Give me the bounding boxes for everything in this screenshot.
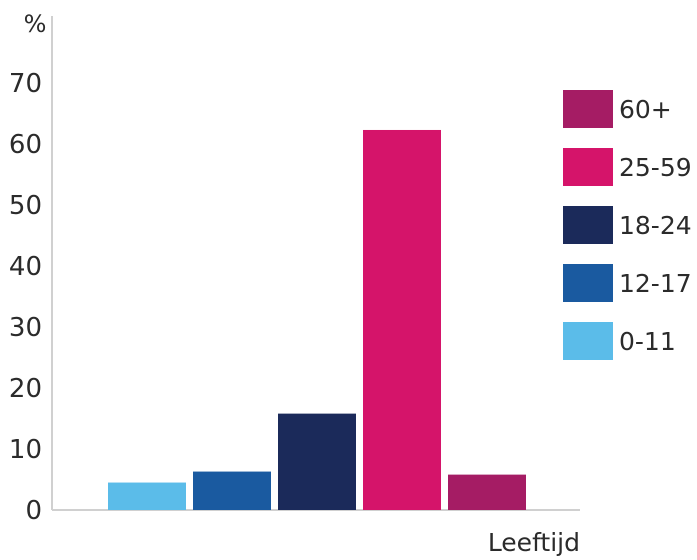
y-tick-label: 20 bbox=[9, 374, 42, 404]
y-tick-label: 50 bbox=[9, 191, 42, 221]
legend-label-0-11: 0-11 bbox=[619, 327, 676, 356]
bars bbox=[108, 129, 526, 510]
x-axis-label: Leeftijd bbox=[488, 528, 580, 557]
legend-swatch-12-17 bbox=[563, 264, 613, 302]
y-tick-label: 30 bbox=[9, 313, 42, 343]
y-axis-unit-label: % bbox=[24, 10, 47, 38]
y-tick-label: 70 bbox=[9, 69, 42, 99]
legend-swatch-25-59 bbox=[563, 148, 613, 186]
y-axis-ticks: 0 10 20 30 40 50 60 70 bbox=[9, 69, 42, 526]
legend-swatch-60+ bbox=[563, 90, 613, 128]
bar-0-11 bbox=[108, 482, 186, 510]
legend-label-60+: 60+ bbox=[619, 95, 672, 124]
legend: 60+ 25-59 18-24 12-17 0-11 bbox=[563, 90, 692, 360]
legend-swatch-18-24 bbox=[563, 206, 613, 244]
legend-label-18-24: 18-24 bbox=[619, 211, 692, 240]
legend-swatch-0-11 bbox=[563, 322, 613, 360]
bar-18-24 bbox=[278, 413, 356, 510]
bar-60+ bbox=[448, 474, 526, 510]
bar-25-59 bbox=[363, 129, 441, 510]
y-tick-label: 0 bbox=[25, 496, 42, 526]
y-tick-label: 60 bbox=[9, 130, 42, 160]
y-tick-label: 10 bbox=[9, 435, 42, 465]
legend-label-25-59: 25-59 bbox=[619, 153, 692, 182]
y-tick-label: 40 bbox=[9, 252, 42, 282]
legend-label-12-17: 12-17 bbox=[619, 269, 692, 298]
bar-12-17 bbox=[193, 471, 271, 510]
